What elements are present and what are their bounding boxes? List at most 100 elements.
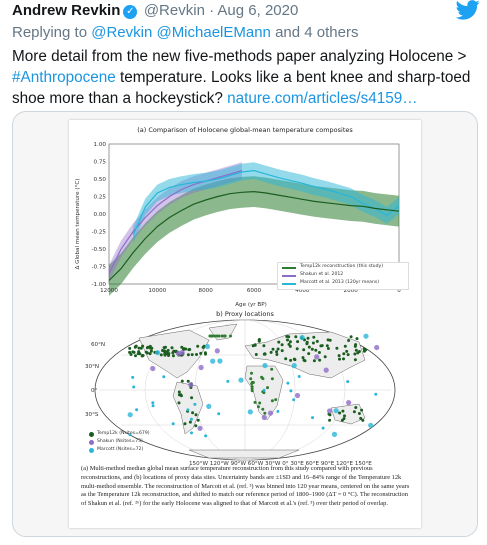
proxy-site (311, 416, 314, 420)
proxy-site (188, 382, 194, 388)
proxy-site (312, 335, 316, 339)
proxy-site (194, 413, 198, 417)
reply-context: Replying to @Revkin @MichaelEMann and 4 … (12, 24, 358, 41)
proxy-site (238, 377, 244, 383)
proxy-site (215, 334, 219, 338)
proxy-site (342, 357, 345, 361)
proxy-site (312, 359, 316, 363)
proxy-site (250, 380, 254, 384)
proxy-site (250, 387, 254, 391)
article-link[interactable]: nature.com/articles/s4159… (227, 90, 418, 107)
map-legend: Temp12k (Nsites=679) Shakun (Nsites=73) … (87, 430, 150, 454)
map-legend-item: Temp12k (Nsites=679) (87, 430, 150, 438)
map-lat-label: 0° (91, 388, 98, 394)
proxy-site (261, 407, 265, 411)
x-tick-label: 12000 (100, 288, 118, 294)
proxy-site (263, 352, 267, 356)
proxy-site (217, 412, 221, 416)
x-tick-label: 10000 (148, 288, 166, 294)
proxy-site (346, 400, 352, 406)
y-tick-label: 0.50 (94, 177, 107, 183)
proxy-site (128, 433, 132, 437)
y-tick-label: 0.00 (94, 212, 107, 218)
legend-label: Temp12k reconstruction (this study) (300, 264, 384, 269)
uncertainty-band (109, 176, 399, 296)
proxy-site (346, 380, 350, 384)
author-name[interactable]: Andrew Revkin (12, 2, 121, 19)
map-lat-label: 30°S (85, 412, 99, 418)
proxy-site (198, 364, 204, 371)
proxy-site (343, 344, 347, 348)
proxy-site (307, 352, 311, 356)
x-tick-label: 8000 (199, 288, 214, 294)
map-legend-item: Marcott (Nsites=72) (87, 446, 150, 454)
proxy-site (206, 403, 212, 409)
hashtag-link[interactable]: #Anthropocene (12, 69, 116, 86)
proxy-site (347, 339, 351, 342)
proxy-site (321, 426, 325, 430)
tweet-text-part1: More detail from the new five-methods pa… (12, 48, 467, 65)
series-line (108, 170, 243, 274)
map-legend-label: Marcott (Nsites=72) (97, 447, 144, 452)
proxy-site (353, 352, 357, 356)
proxy-site (291, 363, 297, 369)
proxy-site (353, 358, 357, 362)
tweet-text-part2: temperature. Looks like a bent knee and … (12, 69, 471, 107)
proxy-site (328, 338, 332, 342)
proxy-site (262, 362, 268, 369)
proxy-site (194, 424, 198, 428)
reply-users-link[interactable]: @Revkin @MichaelEMann (91, 24, 271, 41)
proxy-site (177, 401, 181, 405)
legend-item: Temp12k reconstruction (this study) (278, 263, 408, 271)
map-legend-item: Shakun (Nsites=73) (87, 438, 150, 446)
proxy-site (187, 348, 191, 352)
proxy-site (352, 410, 356, 414)
twitter-bird-icon[interactable] (456, 0, 480, 20)
proxy-site (203, 351, 207, 355)
proxy-site (289, 358, 293, 362)
proxy-site (276, 347, 280, 351)
legend-dot (89, 432, 94, 437)
panel-b-title: b) Proxy locations (216, 310, 274, 318)
proxy-site (132, 350, 136, 354)
author-handle-date[interactable]: @Revkin · Aug 6, 2020 (143, 2, 299, 19)
proxy-site (280, 343, 284, 347)
proxy-site (204, 434, 208, 438)
proxy-site (134, 344, 138, 348)
proxy-site (328, 413, 332, 417)
legend-label: Shakun et al. 2012 (300, 272, 344, 277)
proxy-site (196, 418, 200, 422)
proxy-site (310, 347, 314, 351)
y-axis-label: Δ Global mean temperature (°C) (75, 179, 81, 270)
proxy-site (333, 408, 339, 414)
tweet-image[interactable]: (a) Comparison of Holocene global-mean t… (12, 111, 478, 537)
proxy-site (151, 404, 155, 408)
proxy-site (314, 354, 320, 360)
proxy-site (190, 353, 194, 357)
proxy-site (338, 357, 341, 361)
proxy-site (199, 351, 203, 355)
proxy-site (162, 375, 166, 379)
proxy-site (277, 340, 281, 344)
proxy-site (186, 353, 190, 357)
y-tick-label: 0.25 (94, 195, 107, 201)
proxy-site (249, 377, 253, 381)
proxy-site (257, 338, 261, 341)
proxy-site (177, 390, 181, 394)
proxy-site (140, 354, 144, 358)
proxy-site (327, 408, 333, 414)
proxy-site (170, 346, 174, 350)
proxy-site (186, 379, 190, 383)
tweet-text: More detail from the new five-methods pa… (12, 46, 474, 109)
reply-suffix[interactable]: and 4 others (275, 24, 359, 41)
proxy-site (342, 352, 346, 356)
proxy-site (250, 371, 253, 375)
proxy-site (346, 353, 350, 357)
proxy-site (354, 348, 358, 352)
y-tick-label: 0.75 (94, 160, 107, 166)
proxy-site (280, 349, 284, 353)
proxy-site (196, 344, 200, 348)
proxy-site (150, 365, 156, 372)
proxy-site (323, 355, 327, 359)
figure-caption: (a) Multi-method median global mean surf… (81, 465, 410, 508)
